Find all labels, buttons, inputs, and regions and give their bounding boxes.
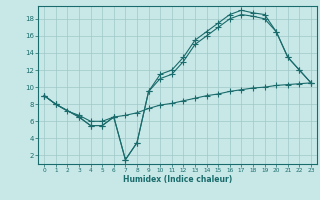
X-axis label: Humidex (Indice chaleur): Humidex (Indice chaleur) <box>123 175 232 184</box>
